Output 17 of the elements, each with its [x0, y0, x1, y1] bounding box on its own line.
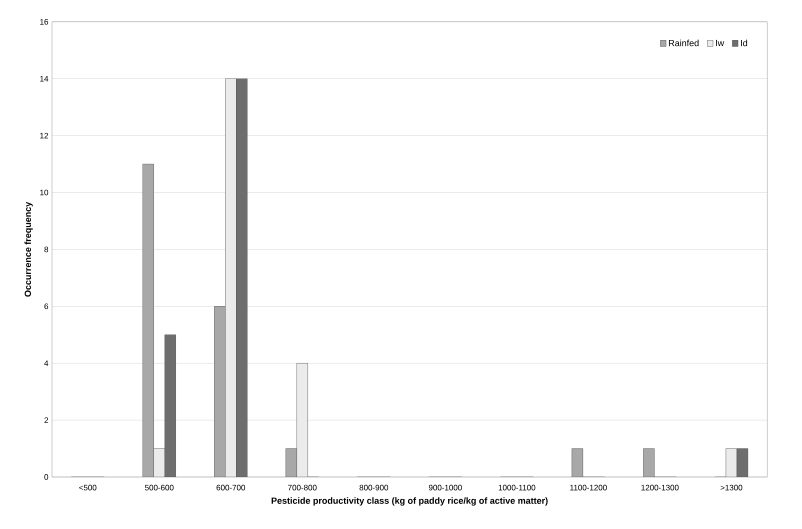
bar — [142, 164, 154, 477]
bar — [214, 306, 226, 477]
legend-label: Id — [741, 40, 748, 46]
bar — [225, 78, 236, 477]
bar — [286, 448, 298, 477]
legend-label: Iw — [716, 40, 724, 46]
bar — [296, 363, 308, 477]
bar — [572, 448, 584, 477]
bar — [236, 78, 248, 477]
y-axis-title: Occurrence frequency — [24, 202, 33, 297]
bar — [154, 448, 165, 477]
bar — [643, 448, 655, 477]
x-axis-title: Pesticide productivity class (kg of paddy rice/kg of active matter) — [272, 497, 548, 506]
legend-label: Rainfed — [668, 40, 699, 46]
bar — [726, 448, 738, 477]
bar — [164, 334, 176, 477]
bar — [736, 448, 748, 477]
